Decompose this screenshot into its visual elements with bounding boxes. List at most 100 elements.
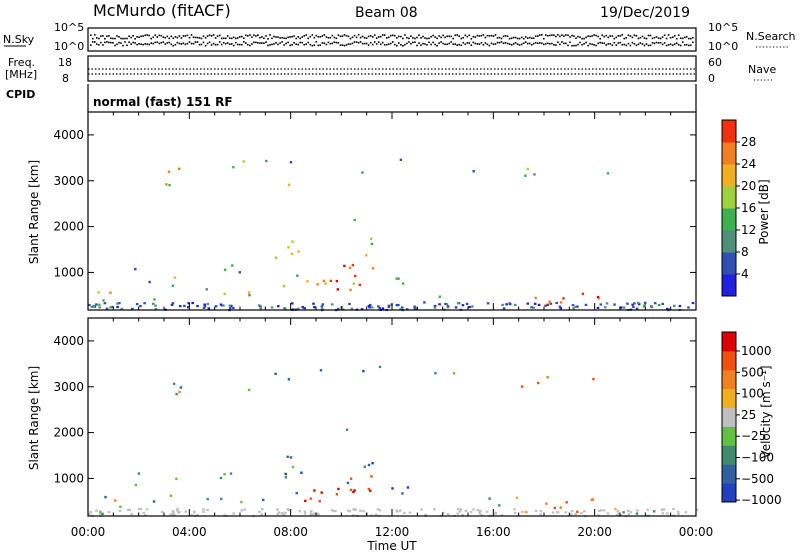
noise-sky-point <box>430 35 432 38</box>
heatmap-cell <box>480 514 483 517</box>
x-tick-label: 12:00 <box>375 525 410 539</box>
heatmap-cell <box>139 508 143 511</box>
colorbar-tick-label: −1000 <box>741 493 782 507</box>
heatmap-cell <box>368 306 371 309</box>
heatmap-cell <box>171 302 175 305</box>
heatmap-cell <box>397 303 400 307</box>
heatmap-cell <box>395 277 398 280</box>
noise-search-point <box>545 42 547 45</box>
noise-search-point <box>587 44 589 47</box>
heatmap-cell <box>616 509 620 512</box>
heatmap-cell <box>590 498 593 502</box>
noise-search-point <box>154 41 156 44</box>
noise-search-point <box>396 44 398 47</box>
noise-search-point <box>649 44 652 47</box>
noise-search-point <box>277 43 279 46</box>
x-tick-label: 16:00 <box>476 525 511 539</box>
heatmap-cell <box>318 500 321 503</box>
noise-search-point <box>166 42 169 44</box>
heatmap-cell <box>635 307 639 310</box>
heatmap-cell <box>277 511 281 514</box>
noise-sky-point <box>132 35 134 37</box>
noise-sky-point <box>577 35 579 38</box>
heatmap-cell <box>206 497 209 501</box>
heatmap-cell <box>387 304 391 307</box>
colorbar-tick-label: −25 <box>741 429 766 443</box>
noise-sky-point <box>194 36 197 39</box>
heatmap-cell <box>695 508 699 511</box>
noise-sky-point <box>146 34 148 36</box>
noise-search-point <box>492 43 495 45</box>
noise-sky-point <box>651 37 654 40</box>
heatmap-cell <box>95 303 98 306</box>
noise-sky-point <box>476 34 479 37</box>
heatmap-cell <box>306 280 309 283</box>
noise-sky-point <box>649 34 652 37</box>
noise-search-point <box>92 41 94 43</box>
noise-sky-point <box>446 35 448 38</box>
heatmap-cell <box>240 509 244 512</box>
y-tick-label: 2000 <box>53 220 84 234</box>
noise-sky-point <box>661 36 664 38</box>
noise-sky-point <box>204 37 207 39</box>
colorbar-swatch <box>722 164 736 187</box>
heatmap-cell <box>559 506 562 509</box>
heatmap-cell <box>207 307 211 310</box>
noise-sky-point <box>520 36 523 39</box>
noise-sky-point <box>230 37 233 40</box>
heatmap-cell <box>505 303 508 306</box>
noise-sky-point <box>309 35 312 38</box>
noise-sky-point <box>468 34 471 37</box>
colorbar-swatch <box>722 186 736 209</box>
heatmap-cell <box>662 508 666 511</box>
heatmap-cell <box>367 463 371 467</box>
noise-sky-point <box>138 36 140 38</box>
noise-sky-point <box>627 34 630 36</box>
noise-search-point <box>482 44 485 46</box>
colorbar-tick-label: 8 <box>741 245 749 259</box>
noise-sky-point <box>452 37 454 40</box>
heatmap-cell <box>446 513 450 516</box>
noise-sky-point <box>178 35 181 37</box>
heatmap-cell <box>229 472 233 475</box>
heatmap-cell <box>362 510 365 513</box>
heatmap-cell <box>296 274 299 277</box>
heatmap-cell <box>152 302 155 305</box>
heatmap-cell <box>456 302 460 305</box>
noise-search-point <box>176 41 179 44</box>
heatmap-cell <box>192 510 196 513</box>
noise-search-point <box>329 42 332 45</box>
noise-search-point <box>476 43 479 45</box>
colorbar-swatch <box>722 445 736 465</box>
noise-sky-point <box>144 34 146 37</box>
heatmap-cell <box>465 302 469 305</box>
noise-sky-point <box>488 35 491 37</box>
colorbar-tick-label: 25 <box>741 408 756 422</box>
heatmap-cell <box>370 475 373 478</box>
noise-sky-point <box>130 36 132 39</box>
noise-search-point <box>212 42 215 45</box>
noise-sky-point <box>112 37 114 40</box>
noise-search-point <box>319 44 322 46</box>
noise-search-point <box>571 44 573 47</box>
noise-search-point <box>367 44 370 46</box>
noise-sky-point <box>406 36 408 39</box>
noise-sky-point <box>176 36 179 39</box>
heatmap-cell <box>546 376 549 379</box>
noise-search-point <box>518 44 521 46</box>
heatmap-cell <box>684 511 688 514</box>
noise-sky-point <box>655 36 658 38</box>
noise-sky-point <box>345 35 348 37</box>
noise-sky-point <box>688 37 690 40</box>
heatmap-cell <box>424 513 428 516</box>
noise-sky-point <box>645 37 648 40</box>
noise-sky-point <box>212 34 215 36</box>
noise-search-point <box>625 44 628 47</box>
heatmap-cell <box>636 509 639 512</box>
noise-search-point <box>595 44 597 47</box>
heatmap-cell <box>118 302 121 305</box>
x-tick-label: 08:00 <box>273 525 308 539</box>
noise-sky-point <box>251 36 253 38</box>
heatmap-cell <box>370 306 374 309</box>
colorbar-tick-label: −500 <box>741 472 774 486</box>
